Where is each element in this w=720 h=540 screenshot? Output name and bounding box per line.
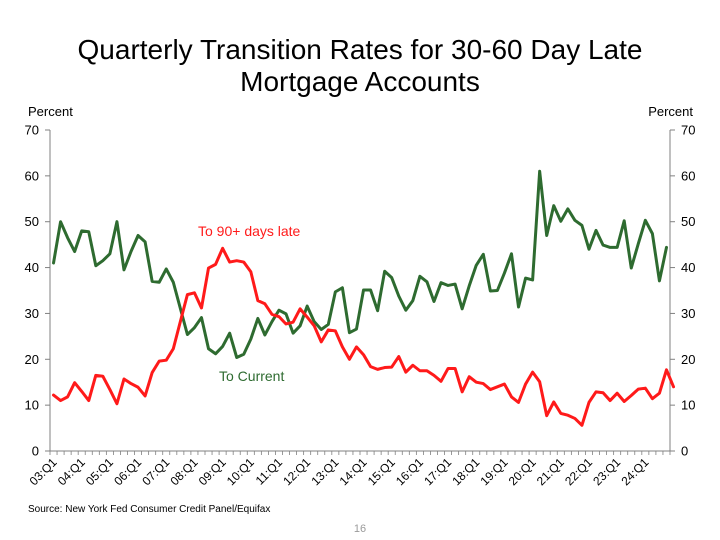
x-tick-label: 12:Q1: [280, 455, 313, 488]
x-tick-label: 11:Q1: [253, 455, 286, 488]
left-y-tick-label: 70: [25, 123, 39, 138]
series-line-to-current: [52, 169, 668, 359]
x-tick-label: 08:Q1: [168, 455, 201, 488]
right-axis-label: Percent: [648, 104, 693, 119]
right-y-tick-label: 60: [681, 168, 695, 183]
left-axis-label: Percent: [28, 104, 73, 119]
x-tick-label: 16:Q1: [393, 455, 426, 488]
x-tick-label: 03:Q1: [27, 455, 60, 488]
x-tick-label: 09:Q1: [196, 455, 229, 488]
right-y-tick-label: 40: [681, 260, 695, 275]
x-tick-label: 06:Q1: [111, 455, 144, 488]
x-tick-label: 22:Q1: [562, 455, 595, 488]
title-line-1: Quarterly Transition Rates for 30-60 Day…: [78, 34, 643, 65]
x-tick-label: 07:Q1: [139, 455, 172, 488]
x-tick-label: 10:Q1: [224, 455, 257, 488]
left-y-tick-label: 10: [25, 398, 39, 413]
source-note: Source: New York Fed Consumer Credit Pan…: [28, 504, 270, 515]
right-y-tick-label: 20: [681, 352, 695, 367]
right-y-ticks: 0 10 20 30 40 50 60 70: [670, 123, 695, 459]
right-y-tick-label: 50: [681, 214, 695, 229]
right-y-tick-label: 0: [681, 444, 688, 459]
x-tick-label: 04:Q1: [55, 455, 88, 488]
annotation-to-90-late: To 90+ days late: [198, 223, 301, 239]
page-number: 16: [354, 523, 366, 535]
series-line-to-90-late: [52, 246, 676, 427]
x-tick-label: 18:Q1: [449, 455, 482, 488]
left-y-tick-label: 30: [25, 306, 39, 321]
series-layer: [52, 169, 676, 427]
x-tick-label: 14:Q1: [337, 455, 370, 488]
x-tick-label: 15:Q1: [365, 455, 398, 488]
x-tick-label: 17:Q1: [421, 455, 454, 488]
left-y-tick-label: 40: [25, 260, 39, 275]
x-tick-label: 05:Q1: [83, 455, 116, 488]
title-line-2: Mortgage Accounts: [240, 66, 480, 97]
right-y-tick-label: 70: [681, 123, 695, 138]
right-y-tick-label: 10: [681, 398, 695, 413]
x-tick-label: 13:Q1: [308, 455, 341, 488]
x-tick-label: 20:Q1: [506, 455, 539, 488]
left-y-tick-label: 0: [32, 444, 39, 459]
x-tick-label: 19:Q1: [478, 455, 511, 488]
x-tick-label: 21:Q1: [534, 455, 567, 488]
left-y-tick-label: 60: [25, 168, 39, 183]
right-y-tick-label: 30: [681, 306, 695, 321]
left-y-tick-label: 20: [25, 352, 39, 367]
x-tick-label: 24:Q1: [618, 455, 651, 488]
left-y-tick-label: 50: [25, 214, 39, 229]
left-y-ticks: 0 10 20 30 40 50 60 70: [25, 123, 50, 459]
x-tick-label: 23:Q1: [590, 455, 623, 488]
annotation-to-current: To Current: [219, 368, 284, 384]
x-ticks: 03:Q104:Q105:Q106:Q107:Q108:Q109:Q110:Q1…: [27, 451, 671, 488]
